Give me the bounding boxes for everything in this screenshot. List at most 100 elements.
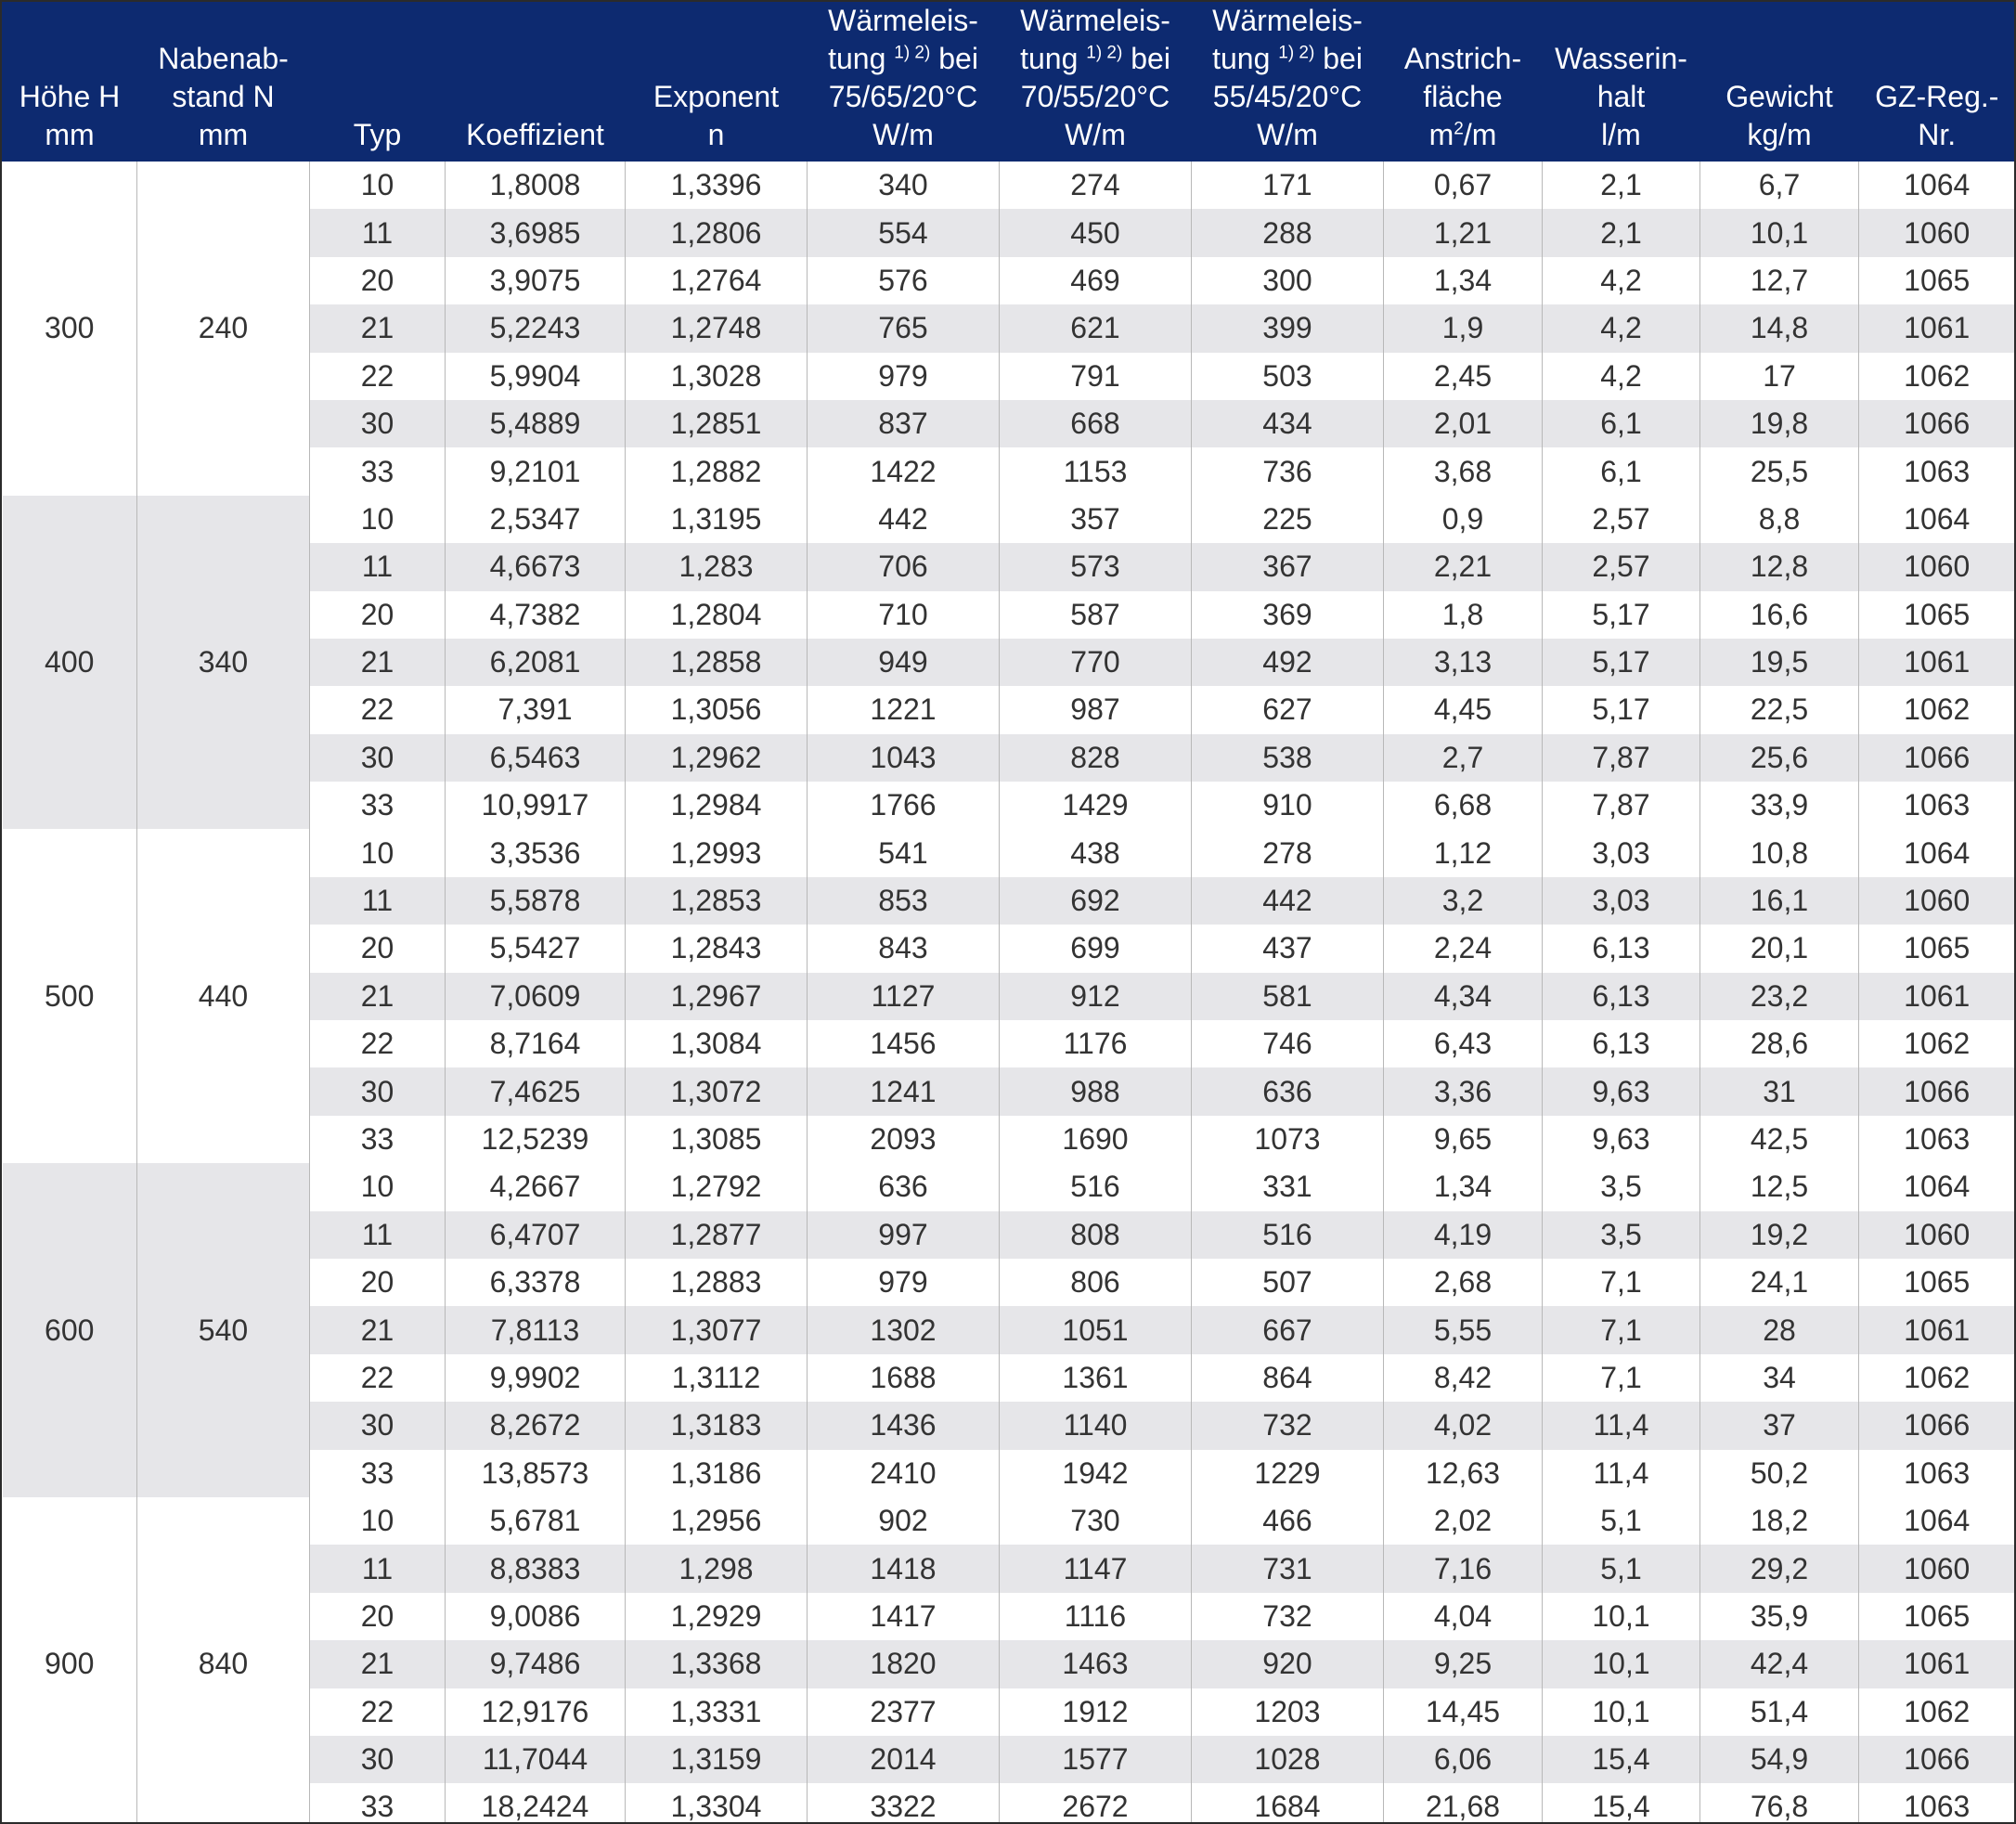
typ-cell: 20 xyxy=(309,1592,446,1641)
typ-cell: 30 xyxy=(309,1735,446,1784)
header-gz-reg-nr: GZ-Reg.- Nr. xyxy=(1858,2,2014,162)
anstrichflaeche-cell: 4,02 xyxy=(1383,1402,1543,1450)
exponent-cell: 1,2993 xyxy=(625,829,808,877)
koeffizient-cell: 6,2081 xyxy=(445,638,626,687)
anstrichflaeche-cell: 2,45 xyxy=(1383,352,1543,400)
waermeleistung-70-cell: 1153 xyxy=(999,447,1192,496)
wasserinhalt-cell: 2,57 xyxy=(1542,495,1700,544)
superscript: 2 xyxy=(1454,119,1464,139)
koeffizient-cell: 9,0086 xyxy=(445,1592,626,1641)
waermeleistung-75-cell: 1766 xyxy=(807,782,1000,830)
anstrichflaeche-cell: 2,02 xyxy=(1383,1496,1543,1546)
exponent-cell: 1,3183 xyxy=(625,1402,808,1450)
header-line: Exponent xyxy=(653,80,780,113)
anstrichflaeche-cell: 2,01 xyxy=(1383,399,1543,448)
header-line: stand N xyxy=(172,80,275,113)
waermeleistung-55-cell: 442 xyxy=(1191,876,1384,925)
waermeleistung-70-cell: 516 xyxy=(999,1163,1192,1211)
table-row: 33 18,2424 1,3304 3322 2672 1684 21,68 15,4 76,8… xyxy=(3,1783,2014,1822)
anstrichflaeche-cell: 1,21 xyxy=(1383,209,1543,257)
waermeleistung-75-cell: 442 xyxy=(807,495,1000,544)
waermeleistung-55-cell: 581 xyxy=(1191,972,1384,1021)
typ-cell: 11 xyxy=(309,876,446,925)
table-row: 33 9,2101 1,2882 1422 1153 736 3,68 6,1 25,5 1063 xyxy=(3,447,2014,496)
wasserinhalt-cell: 3,03 xyxy=(1542,876,1700,925)
gz-reg-nr-cell: 1064 xyxy=(1858,495,2014,544)
koeffizient-cell: 5,5878 xyxy=(445,876,626,925)
hoehe-cell: 400 xyxy=(2,495,137,830)
exponent-cell: 1,2792 xyxy=(625,1163,808,1211)
gz-reg-nr-cell: 1060 xyxy=(1858,876,2014,925)
waermeleistung-70-cell: 1690 xyxy=(999,1115,1192,1164)
gz-reg-nr-cell: 1061 xyxy=(1858,972,2014,1021)
waermeleistung-75-cell: 3322 xyxy=(807,1783,1000,1822)
wasserinhalt-cell: 3,03 xyxy=(1542,829,1700,877)
waermeleistung-75-cell: 853 xyxy=(807,876,1000,925)
exponent-cell: 1,3396 xyxy=(625,162,808,210)
waermeleistung-70-cell: 1463 xyxy=(999,1640,1192,1688)
gz-reg-nr-cell: 1060 xyxy=(1858,209,2014,257)
typ-cell: 30 xyxy=(309,399,446,448)
anstrichflaeche-cell: 9,65 xyxy=(1383,1115,1543,1164)
table-row: 30 6,5463 1,2962 1043 828 538 2,7 7,87 25,6 1066 xyxy=(3,733,2014,783)
koeffizient-cell: 1,8008 xyxy=(445,162,626,210)
wasserinhalt-cell: 3,5 xyxy=(1542,1163,1700,1211)
header-line: m2/m xyxy=(1428,118,1497,151)
table-row: 21 6,2081 1,2858 949 770 492 3,13 5,17 19,5 1061 xyxy=(3,638,2014,687)
anstrichflaeche-cell: 1,8 xyxy=(1383,590,1543,639)
header-line: tung 1) 2) bei xyxy=(1212,42,1363,75)
typ-cell: 21 xyxy=(309,1306,446,1354)
waermeleistung-70-cell: 1147 xyxy=(999,1545,1192,1593)
hoehe-cell: 600 xyxy=(2,1163,137,1497)
wasserinhalt-cell: 7,87 xyxy=(1542,733,1700,783)
typ-cell: 30 xyxy=(309,1402,446,1450)
exponent-cell: 1,2748 xyxy=(625,304,808,353)
gewicht-cell: 10,8 xyxy=(1699,829,1859,877)
gz-reg-nr-cell: 1066 xyxy=(1858,733,2014,783)
waermeleistung-55-cell: 731 xyxy=(1191,1545,1384,1593)
waermeleistung-70-cell: 770 xyxy=(999,638,1192,687)
header-line: Koeffizient xyxy=(466,118,604,151)
header-line: n xyxy=(707,118,725,151)
wasserinhalt-cell: 5,17 xyxy=(1542,590,1700,639)
table-row: 600 540 10 4,2667 1,2792 636 516 331 1,34 3,5 12,5… xyxy=(2,1163,2014,1497)
waermeleistung-55-cell: 736 xyxy=(1191,447,1384,496)
waermeleistung-55-cell: 920 xyxy=(1191,1640,1384,1688)
waermeleistung-55-cell: 367 xyxy=(1191,543,1384,591)
nabenabstand-cell: 840 xyxy=(136,1496,310,1822)
waermeleistung-75-cell: 2093 xyxy=(807,1115,1000,1164)
exponent-cell: 1,2962 xyxy=(625,733,808,783)
gz-reg-nr-cell: 1065 xyxy=(1858,1258,2014,1307)
anstrichflaeche-cell: 4,34 xyxy=(1383,972,1543,1021)
exponent-cell: 1,2851 xyxy=(625,399,808,448)
table-row: 30 8,2672 1,3183 1436 1140 732 4,02 11,4 37 1066 xyxy=(3,1402,2014,1450)
superscript: 1) 2) xyxy=(1086,43,1123,63)
waermeleistung-55-cell: 1028 xyxy=(1191,1735,1384,1784)
table-row: 400 340 10 2,5347 1,3195 442 357 225 0,9 2,57 8,8 1… xyxy=(2,495,2014,830)
anstrichflaeche-cell: 6,43 xyxy=(1383,1020,1543,1068)
anstrichflaeche-cell: 3,36 xyxy=(1383,1067,1543,1116)
anstrichflaeche-cell: 2,21 xyxy=(1383,543,1543,591)
wasserinhalt-cell: 4,2 xyxy=(1542,256,1700,305)
table-row: 30 7,4625 1,3072 1241 988 636 3,36 9,63 31 1066 xyxy=(3,1067,2014,1116)
waermeleistung-55-cell: 466 xyxy=(1191,1496,1384,1546)
koeffizient-cell: 3,9075 xyxy=(445,256,626,305)
waermeleistung-75-cell: 710 xyxy=(807,590,1000,639)
koeffizient-cell: 8,7164 xyxy=(445,1020,626,1068)
table-row: 22 5,9904 1,3028 979 791 503 2,45 4,2 17 1062 xyxy=(3,352,2014,400)
table-row: 21 5,2243 1,2748 765 621 399 1,9 4,2 14,8 1061 xyxy=(3,304,2014,353)
waermeleistung-70-cell: 2672 xyxy=(999,1783,1192,1822)
koeffizient-cell: 4,7382 xyxy=(445,590,626,639)
exponent-cell: 1,2843 xyxy=(625,925,808,973)
typ-cell: 33 xyxy=(309,1783,446,1822)
gewicht-cell: 22,5 xyxy=(1699,686,1859,734)
header-line: W/m xyxy=(1257,118,1318,151)
wasserinhalt-cell: 5,1 xyxy=(1542,1496,1700,1546)
table-row: 11 8,8383 1,298 1418 1147 731 7,16 5,1 29,2 1060 xyxy=(3,1545,2014,1593)
waermeleistung-70-cell: 912 xyxy=(999,972,1192,1021)
wasserinhalt-cell: 6,1 xyxy=(1542,447,1700,496)
exponent-cell: 1,2967 xyxy=(625,972,808,1021)
table-row: 21 7,0609 1,2967 1127 912 581 4,34 6,13 23,2 1061 xyxy=(3,972,2014,1021)
waermeleistung-70-cell: 450 xyxy=(999,209,1192,257)
